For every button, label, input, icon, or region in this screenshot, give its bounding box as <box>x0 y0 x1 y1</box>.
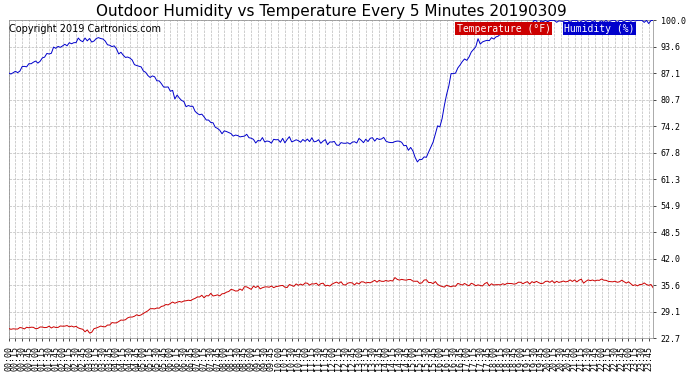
Text: Temperature (°F): Temperature (°F) <box>457 24 551 33</box>
Title: Outdoor Humidity vs Temperature Every 5 Minutes 20190309: Outdoor Humidity vs Temperature Every 5 … <box>95 4 566 19</box>
Text: Humidity (%): Humidity (%) <box>564 24 635 33</box>
Text: Copyright 2019 Cartronics.com: Copyright 2019 Cartronics.com <box>9 24 161 33</box>
